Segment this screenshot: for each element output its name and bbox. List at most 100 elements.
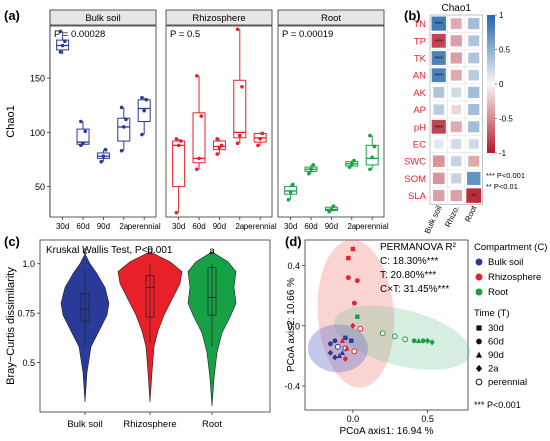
b-heat-cell — [431, 33, 446, 48]
d-data-point — [332, 338, 338, 344]
b-heat-cell — [450, 190, 462, 202]
a-x-tick-label: 2a — [119, 222, 128, 231]
a-data-point — [58, 50, 63, 54]
c-x-tick-label: Root — [202, 419, 222, 430]
a-data-point — [60, 43, 65, 48]
a-x-tick-label: 60d — [192, 222, 205, 231]
b-colorbar — [487, 15, 495, 153]
b-heat-cell — [451, 139, 462, 149]
a-x-tick-label: perennial — [356, 222, 389, 231]
a-data-point — [83, 129, 88, 134]
a-box — [172, 140, 186, 188]
d-legend-swatch — [475, 273, 483, 281]
d-data-point — [391, 333, 398, 340]
a-data-point — [237, 133, 242, 138]
d-data-point — [327, 349, 334, 356]
b-colorbar-label: 1 — [499, 11, 504, 20]
b-row-label: TN — [413, 19, 426, 30]
a-data-point — [327, 209, 332, 214]
b-row-label: AN — [413, 71, 426, 82]
a-data-point — [370, 155, 374, 160]
d-data-point — [354, 278, 360, 284]
a-x-tick-label: 30d — [284, 222, 297, 231]
d-data-point — [350, 322, 356, 329]
b-sig-mark: *** — [435, 125, 443, 132]
d-legend-label: 2a — [488, 364, 499, 375]
a-x-tick-label: 2a — [347, 222, 356, 231]
d-data-point — [328, 341, 333, 347]
b-heat-cell — [468, 86, 480, 98]
a-data-point — [260, 131, 265, 136]
a-data-point — [174, 210, 179, 215]
b-row-label: AP — [413, 105, 426, 116]
b-heat-cell — [450, 69, 462, 81]
d-data-point — [349, 338, 354, 343]
d-data-point — [339, 349, 346, 356]
a-data-point — [195, 74, 199, 78]
d-x-tick-label: 0.0 — [347, 414, 360, 424]
b-heat-cell — [450, 121, 462, 133]
d-stats-line: T: 20.80%*** — [380, 270, 436, 281]
d-y-tick-label: 0.0 — [287, 321, 300, 331]
d-data-point — [350, 246, 356, 252]
d-y-axis-label: PCoA axis2: 10.66 % — [286, 278, 297, 372]
a-data-point — [197, 156, 201, 161]
a-x-tick-label: 90d — [325, 222, 338, 231]
d-data-point — [343, 335, 348, 340]
panel-label-b: (b) — [404, 8, 421, 23]
b-colorbar-label: -1 — [499, 149, 507, 158]
a-x-tick-label: perennial — [128, 222, 161, 231]
d-legend-label: 90d — [488, 350, 504, 361]
d-legend-label: 60d — [488, 337, 504, 348]
a-data-point — [352, 158, 356, 163]
a-data-point — [124, 117, 128, 122]
c-group-letter: a — [209, 246, 215, 257]
a-box — [117, 117, 131, 142]
b-heat-cell — [466, 188, 482, 203]
d-ellipse-root — [333, 305, 471, 370]
a-facet-frame — [165, 25, 273, 218]
b-row-label: pH — [414, 122, 426, 133]
a-data-point — [258, 137, 262, 141]
a-data-point — [121, 125, 126, 129]
c-y-tick-label: 0.5 — [22, 358, 35, 368]
panel-label-d: (d) — [285, 234, 302, 249]
d-data-point — [379, 330, 386, 337]
a-data-point — [372, 144, 377, 149]
d-data-point — [424, 337, 431, 344]
a-data-point — [99, 159, 104, 164]
d-legend-title: Compartment (C) — [474, 242, 547, 253]
a-box — [137, 99, 151, 123]
d-legend-marker — [475, 378, 483, 386]
b-colorbar-label: 0 — [499, 80, 504, 89]
b-heat-cell — [468, 155, 480, 167]
b-heat-cell — [451, 173, 462, 184]
a-data-point — [349, 162, 354, 166]
a-data-point — [368, 167, 372, 172]
d-x-axis-label: PCoA axis1: 16.94 % — [340, 426, 434, 437]
a-x-tick-label: 60d — [304, 222, 317, 231]
b-row-label: TK — [414, 54, 427, 65]
b-heat-cell — [431, 51, 446, 65]
a-data-point — [174, 137, 179, 141]
a-box — [233, 79, 247, 139]
b-sig-legend: *** P<0.001 — [486, 171, 525, 180]
b-colorbar-label: -0.5 — [499, 115, 513, 124]
d-data-point — [344, 345, 350, 351]
b-heat-cell — [451, 156, 462, 167]
d-y-tick-label: -0.4 — [284, 381, 300, 391]
d-data-point — [357, 325, 364, 332]
a-data-point — [142, 108, 146, 113]
d-data-point — [336, 352, 343, 359]
a-data-point — [235, 141, 240, 146]
d-legend-swatch — [475, 288, 483, 296]
d-legend-swatch — [475, 258, 483, 266]
a-data-point — [58, 29, 63, 34]
a-facet-strip — [165, 9, 273, 26]
c-box — [80, 293, 90, 322]
a-x-tick-label: 2a — [235, 222, 244, 231]
a-p-value: P = 0.00019 — [282, 29, 333, 40]
c-frame — [39, 239, 271, 413]
a-data-point — [81, 141, 85, 146]
b-sig-mark: *** — [435, 73, 443, 80]
